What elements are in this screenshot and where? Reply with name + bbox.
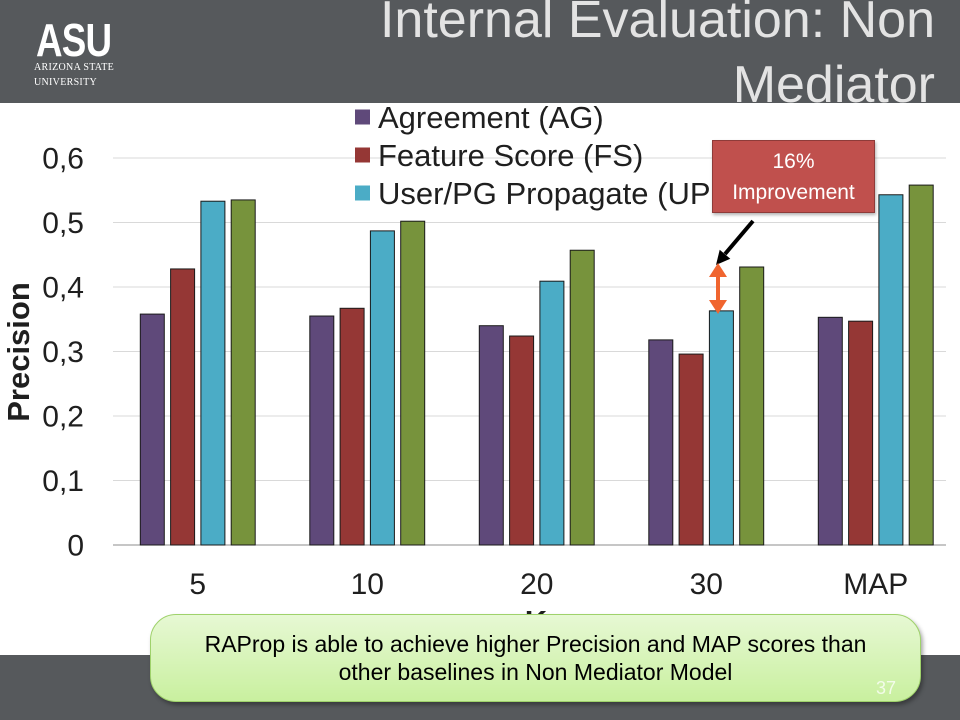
header-band: ASU ARIZONA STATE UNIVERSITY: [0, 0, 960, 103]
pointer-arrow-head: [716, 249, 731, 265]
chart-bars: [139, 184, 934, 546]
page-number: 37: [876, 678, 897, 698]
asu-logo-line2: UNIVERSITY: [34, 77, 97, 88]
bar-series2-map: [848, 320, 874, 546]
bar-series4-5: [230, 199, 256, 546]
x-tick-label: MAP: [843, 568, 908, 601]
y-tick-label: 0,1: [42, 465, 84, 498]
bar-series1-20: [478, 325, 504, 546]
bar-series4-10: [400, 220, 426, 546]
chart-legend: Agreement (AG)Feature Score (FS)User/PG …: [355, 100, 711, 211]
x-tick-label: 30: [690, 568, 723, 601]
legend-swatch: [355, 109, 370, 125]
legend-label: User/PG Propagate (UP: [378, 176, 711, 211]
bar-series4-map: [908, 184, 934, 546]
improvement-pointer-arrow: [716, 219, 755, 265]
asu-logo: ASU ARIZONA STATE UNIVERSITY: [0, 0, 140, 103]
bar-series4-30: [739, 266, 765, 546]
slide-title: Internal Evaluation: Non Mediator: [379, 0, 935, 114]
y-tick-label: 0,3: [42, 336, 84, 369]
y-axis-ticks: 0 0,1 0,2 0,3 0,4 0,5 0,6: [42, 143, 84, 563]
bar-series3-5: [200, 200, 226, 546]
bar-series2-10: [339, 307, 365, 546]
bar-series1-30: [648, 339, 674, 546]
x-tick-label: 20: [520, 568, 553, 601]
y-tick-label: 0,6: [42, 143, 84, 176]
gap-arrow-head-bottom: [709, 300, 727, 314]
bar-series2-30: [678, 353, 704, 546]
bar-series3-20: [539, 280, 565, 546]
bar-series2-20: [509, 335, 535, 546]
improvement-callout: 16% Improvement: [712, 140, 875, 213]
bar-series3-map: [878, 194, 904, 546]
bar-series3-10: [369, 230, 395, 546]
y-tick-label: 0: [67, 530, 84, 563]
bar-series2-5: [170, 268, 196, 546]
asu-logo-mark: ASU: [36, 14, 112, 66]
y-tick-label: 0,5: [42, 207, 84, 240]
bar-series1-5: [139, 313, 165, 546]
pointer-arrow-shaft: [723, 219, 755, 256]
summary-callout: RAProp is able to achieve higher Precisi…: [150, 614, 921, 702]
bar-series4-20: [569, 249, 595, 546]
y-axis-title: Precision: [1, 282, 36, 422]
summary-text: RAProp is able to achieve higher Precisi…: [204, 631, 867, 685]
bar-series1-10: [309, 315, 335, 546]
legend-label: Agreement (AG): [378, 100, 604, 135]
y-tick-label: 0,2: [42, 401, 84, 434]
legend-swatch: [355, 147, 370, 163]
legend-swatch: [355, 185, 370, 201]
x-tick-label: 10: [351, 568, 384, 601]
legend-label: Feature Score (FS): [378, 138, 643, 173]
asu-logo-line1: ARIZONA STATE: [34, 62, 115, 73]
x-tick-label: 5: [189, 568, 206, 601]
improvement-gap-arrow: [709, 263, 727, 314]
y-tick-label: 0,4: [42, 272, 84, 305]
bar-series1-map: [817, 316, 843, 546]
x-axis-ticks: 5 10 20 30 MAP: [189, 568, 908, 601]
gap-arrow-head-top: [709, 263, 727, 277]
bar-series3-30: [708, 310, 734, 546]
